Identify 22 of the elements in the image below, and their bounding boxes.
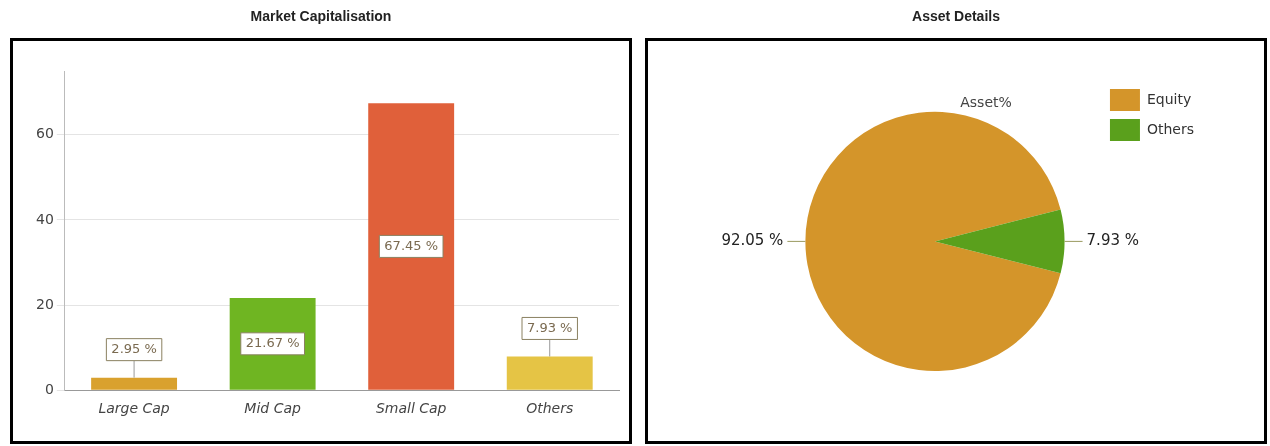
x-tick-label: Small Cap [375,400,447,417]
bar [368,103,455,390]
chart-title: Market Capitalisation [249,8,393,24]
x-tick-label: Large Cap [98,400,170,417]
chart-subtitle: Asset% [960,94,1012,111]
x-tick-label: Mid Cap [244,400,302,417]
y-tick-label: 20 [35,295,54,312]
bar [91,377,178,390]
chart-title: Asset Details [911,8,1001,24]
data-label: 92.05 % [721,231,784,250]
legend-label: Equity [1146,90,1192,107]
data-label: 7.93 % [1086,231,1139,250]
data-label: 7.93 % [527,319,573,335]
legend-label: Others [1146,120,1194,137]
y-tick-label: 60 [35,125,54,142]
data-label: 21.67 % [245,335,300,351]
x-tick-label: Others [526,400,574,417]
y-tick-label: 40 [35,210,54,227]
data-label: 67.45 % [384,237,439,253]
data-label: 2.95 % [111,341,157,357]
y-tick-label: 0 [44,380,54,397]
bar [506,356,593,390]
